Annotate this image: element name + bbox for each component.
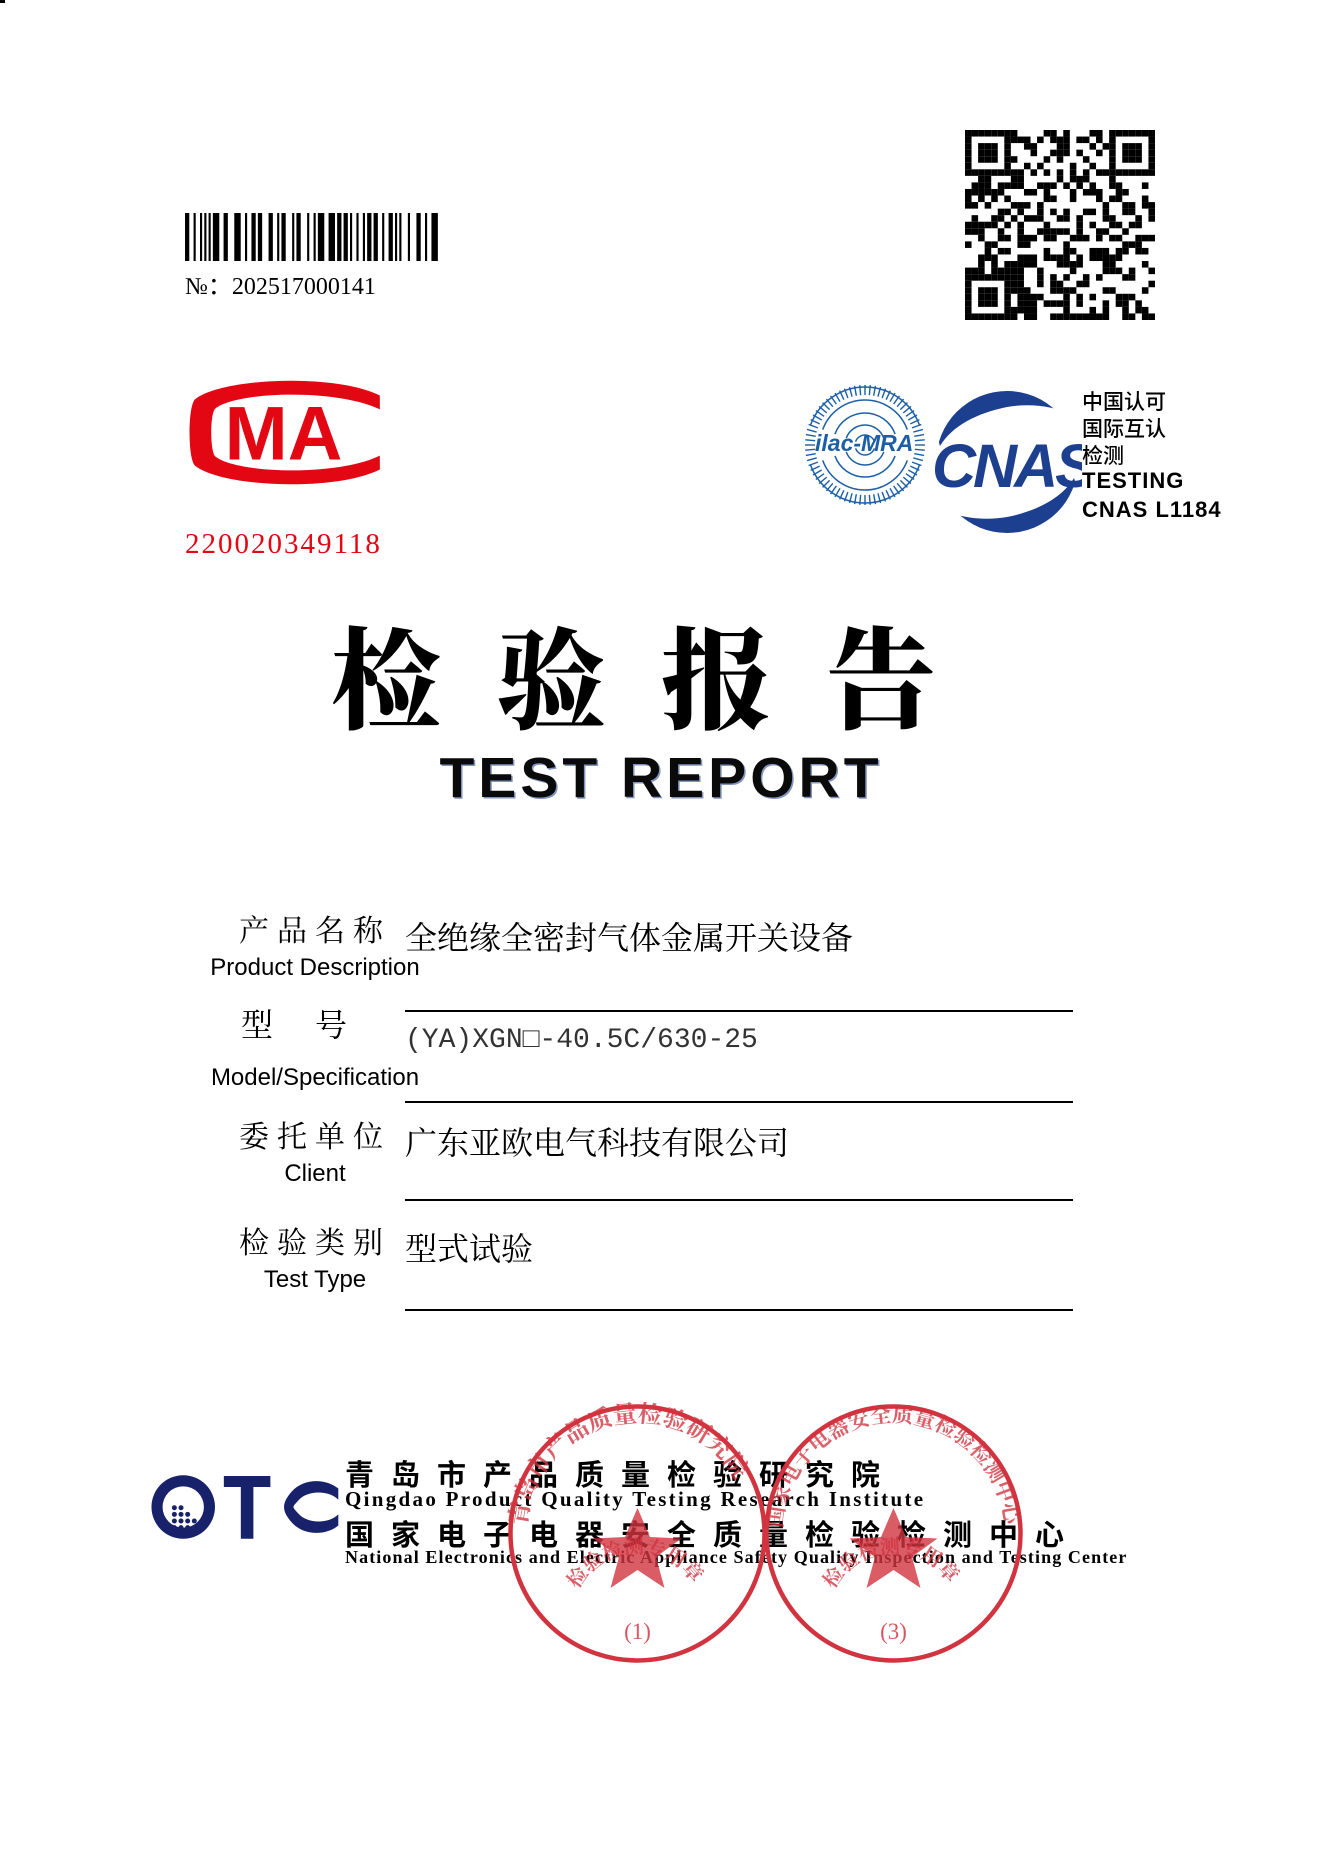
svg-text:(3): (3): [880, 1619, 907, 1644]
svg-text:CNAS: CNAS: [932, 432, 1082, 500]
svg-text:(1): (1): [624, 1619, 651, 1644]
svg-text:MA: MA: [225, 391, 343, 476]
svg-text:ilac-MRA: ilac-MRA: [815, 430, 913, 456]
svg-text:青岛市产品质量检验研究院: 青岛市产品质量检验研究院: [506, 1402, 759, 1528]
